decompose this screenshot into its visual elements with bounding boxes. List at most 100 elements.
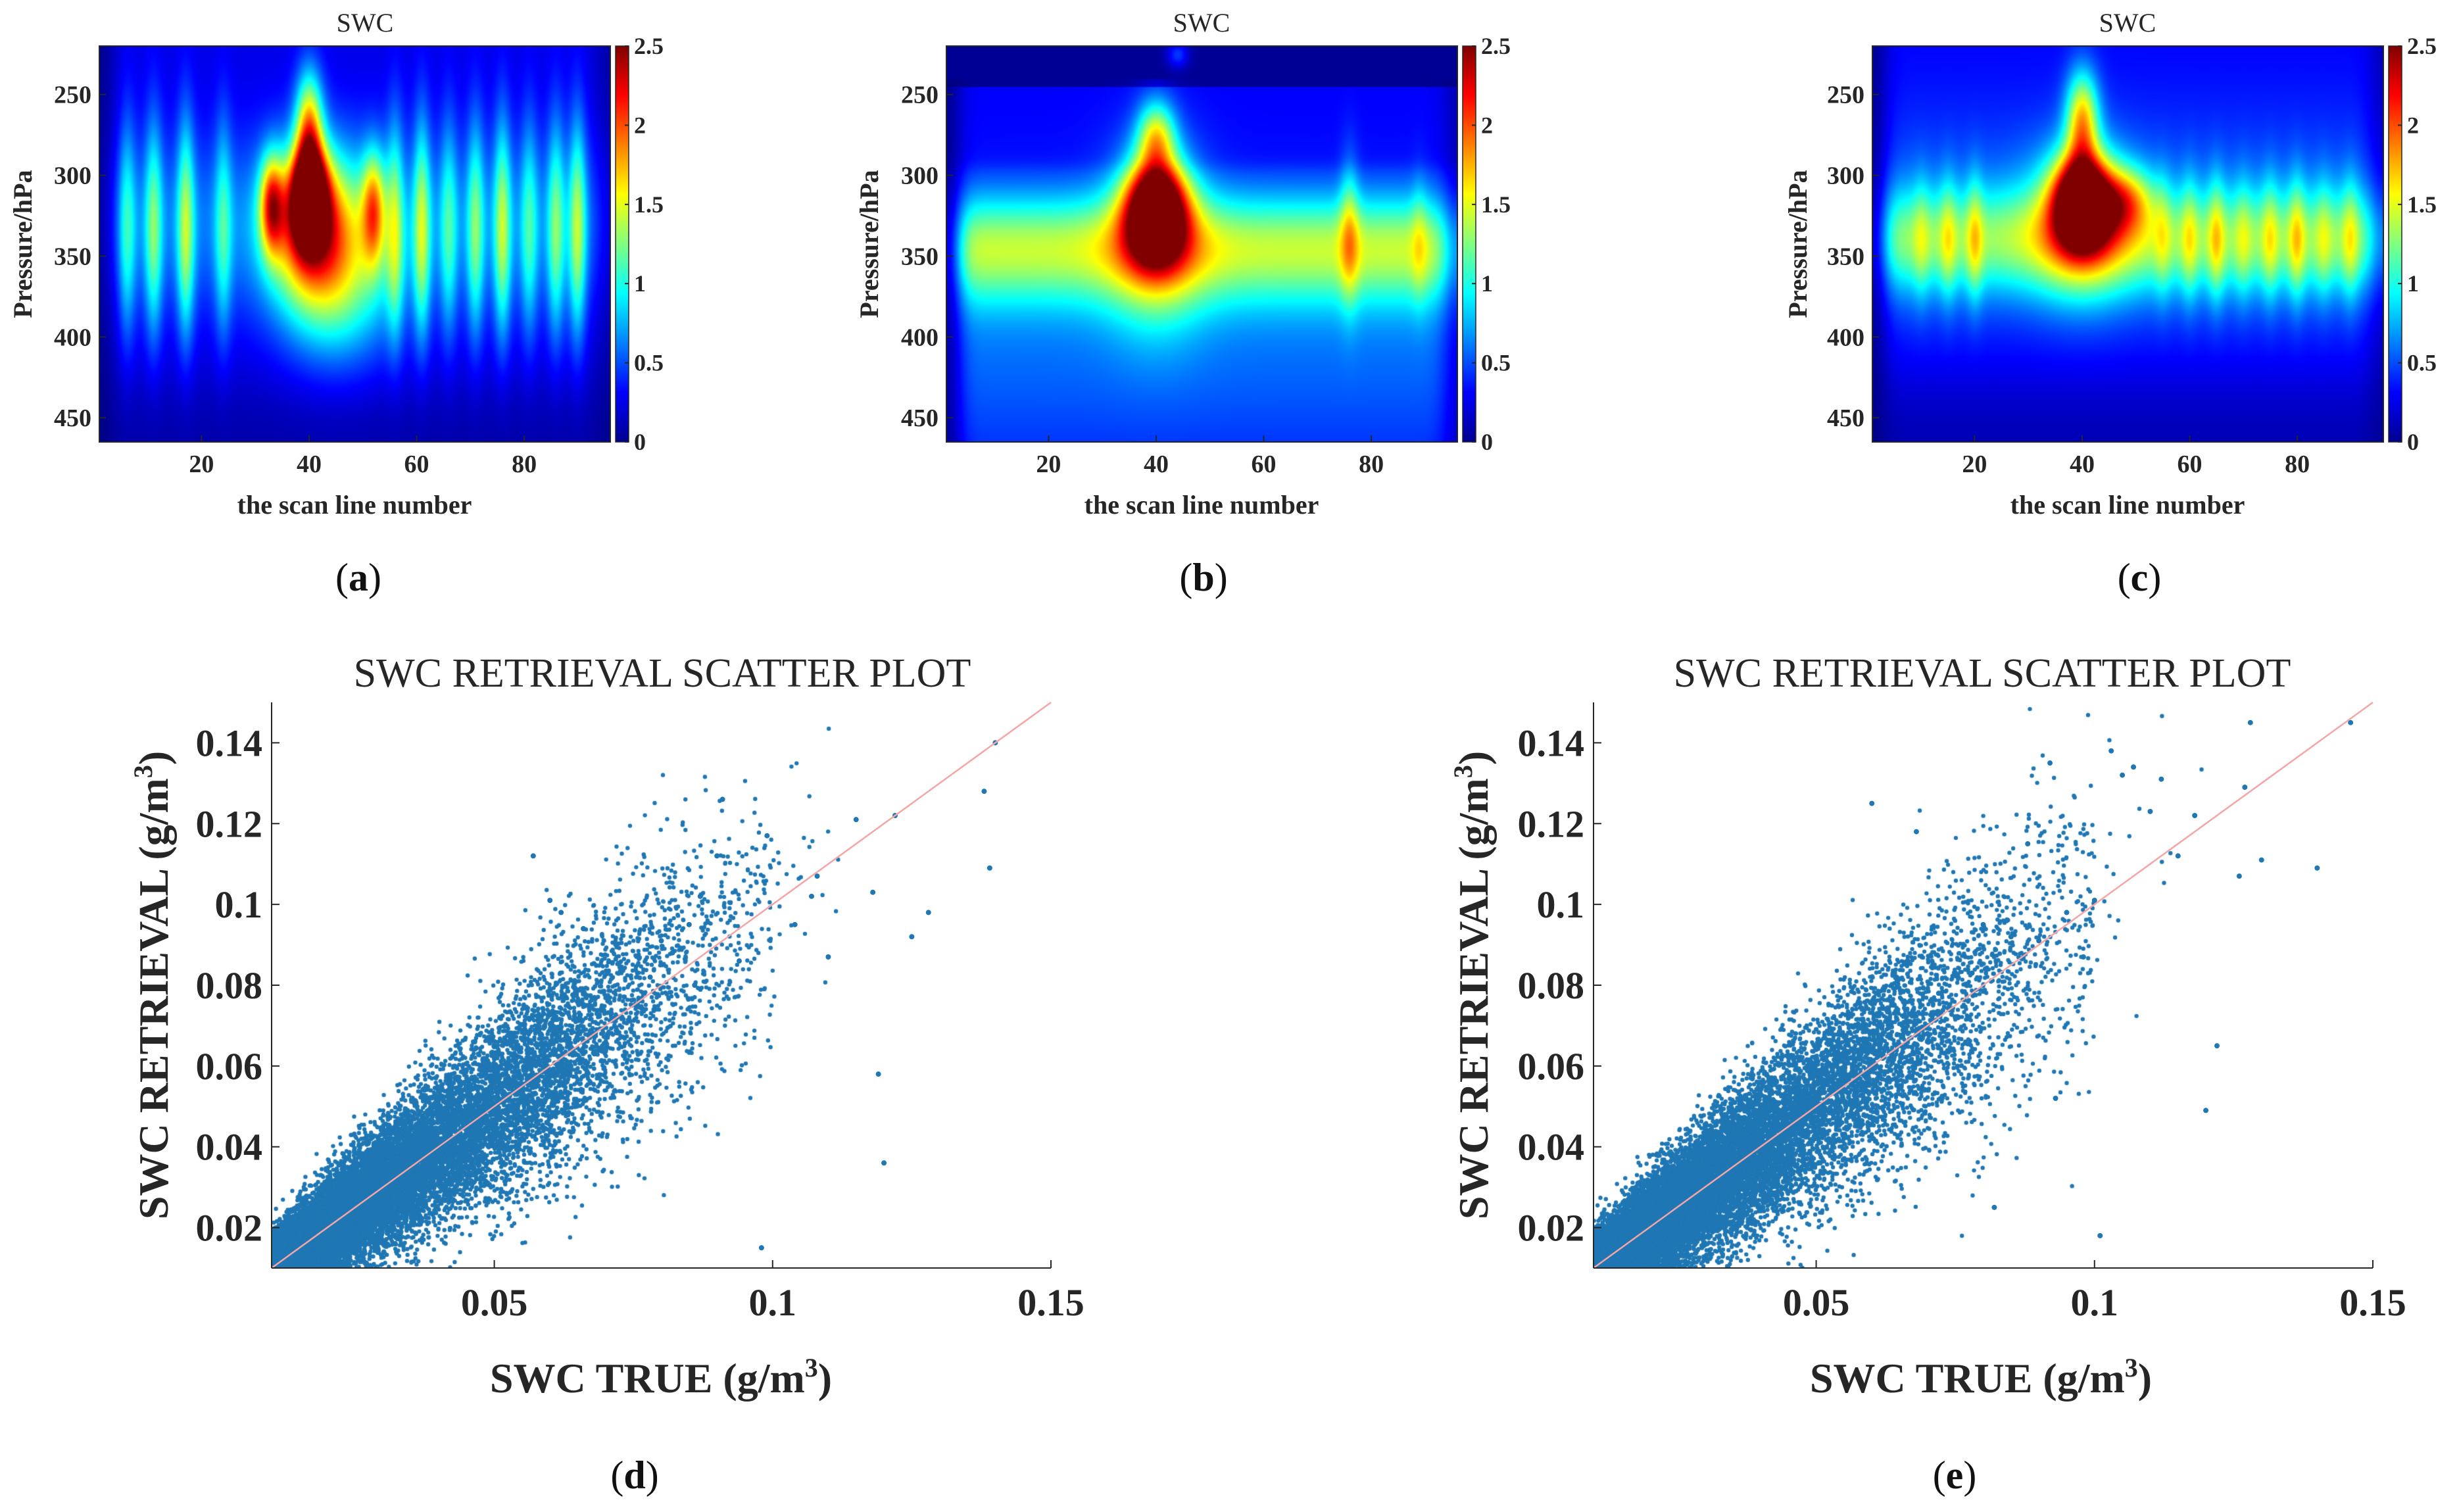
colorbar-tick-label: 2 [1481, 112, 1493, 138]
heatmap-image-b [946, 46, 1457, 442]
scatter-y-tick-label: 0.06 [196, 1045, 263, 1088]
colorbar-tick-label: 2.5 [1481, 33, 1511, 59]
heatmap-x-tick-label: 80 [1359, 451, 1384, 478]
colorbar-tick-label: 0.5 [1481, 350, 1511, 376]
panel-label-c: (c) [2118, 556, 2162, 599]
scatter-point [1713, 1192, 1719, 1198]
scatter-x-tick-label: 0.15 [1017, 1281, 1084, 1324]
heatmap-y-tick-label: 350 [1827, 243, 1864, 270]
scatter-point [1869, 800, 1875, 806]
scatter-point [1824, 1100, 1830, 1106]
scatter-x-tick-label: 0.1 [749, 1281, 797, 1324]
scatter-panel-e: SWC RETRIEVAL SCATTER PLOT 0.05 0.1 0.15 0… [1448, 651, 2406, 1497]
scatter-point [1953, 1015, 1959, 1021]
scatter-point [602, 1047, 608, 1053]
scatter-point [391, 1192, 397, 1198]
scatter-point [2158, 776, 2164, 782]
scatter-point [1674, 1209, 1680, 1214]
scatter-point [825, 954, 831, 960]
scatter-point [1619, 1237, 1624, 1242]
scatter-ylabel-e: SWC RETRIEVAL (g/m3) [1448, 751, 1497, 1219]
scatter-point [2108, 748, 2114, 754]
scatter-point [670, 950, 675, 956]
scatter-x-tick-label: 0.15 [2339, 1281, 2406, 1324]
colorbar-tick-label: 2.5 [634, 33, 664, 59]
scatter-point [297, 1232, 303, 1238]
colorbar-c [2388, 45, 2402, 443]
colorbar-tick-label: 1 [634, 270, 646, 297]
scatter-point [758, 1245, 764, 1251]
scatter-point [581, 926, 586, 931]
heatmap-y-tick-label: 400 [901, 324, 938, 351]
scatter-point [714, 853, 720, 859]
scatter-point [425, 1181, 430, 1186]
colorbar-tick-label: 0.5 [2407, 350, 2437, 376]
heatmap-x-tick-label: 20 [1962, 451, 1987, 478]
colorbar-tick-label: 2 [634, 112, 646, 138]
scatter-point [1980, 921, 1986, 927]
scatter-point [2091, 898, 2097, 903]
scatter-y-tick-label: 0.14 [1518, 721, 1585, 764]
heatmap-y-ticks-c: 250 300 350 400 450 [1827, 82, 1879, 432]
scatter-point [1897, 1059, 1903, 1065]
panel-label-d: (d) [610, 1453, 658, 1497]
scatter-y-tick-label: 0.12 [1518, 802, 1585, 845]
scatter-point [1991, 1204, 1997, 1210]
heatmap-x-tick-label: 40 [2070, 451, 2095, 478]
scatter-point [547, 898, 553, 903]
heatmap-xlabel-a: the scan line number [237, 490, 472, 520]
scatter-point [491, 1083, 497, 1089]
scatter-points-d [280, 740, 998, 1251]
heatmap-x-ticks-b: 20 40 60 80 [1036, 435, 1384, 478]
scatter-point [408, 1160, 414, 1166]
scatter-point [1813, 1115, 1819, 1121]
scatter-point [1786, 1136, 1791, 1142]
scatter-y-ticks-e: 0.02 0.04 0.06 0.08 0.1 0.12 0.14 [1518, 721, 1601, 1250]
scatter-point [464, 1140, 470, 1146]
scatter-point [853, 817, 859, 823]
heatmap-frame-c [1872, 45, 2384, 443]
identity-line-e [1593, 701, 2374, 1269]
scatter-point [2258, 857, 2264, 863]
heatmap-ylabel-a: Pressure/hPa [8, 170, 37, 318]
colorbar-tick-label: 1.5 [1481, 191, 1511, 218]
scatter-y-tick-label: 0.12 [196, 802, 263, 845]
heatmap-y-tick-label: 300 [901, 162, 938, 190]
colorbar-ticks-c: 0 0.5 1 1.5 2 2.5 [2398, 33, 2437, 455]
heatmap-ylabel-b: Pressure/hPa [854, 170, 884, 318]
scatter-point [502, 1108, 508, 1113]
heatmap-title-b: SWC [1173, 8, 1230, 37]
heatmap-y-tick-label: 300 [1827, 162, 1864, 190]
colorbar-tick-label: 1.5 [2407, 191, 2437, 218]
panel-label-a: (a) [335, 556, 381, 599]
scatter-point [2120, 772, 2126, 778]
scatter-point [591, 1051, 597, 1057]
heatmap-title-c: SWC [2099, 8, 2156, 37]
scatter-y-tick-label: 0.1 [1537, 883, 1585, 926]
scatter-panel-d: SWC RETRIEVAL SCATTER PLOT 0.05 0.1 0.15 0… [128, 651, 1084, 1497]
scatter-point [875, 1071, 881, 1077]
scatter-point [2247, 719, 2253, 725]
scatter-y-tick-label: 0.06 [1518, 1045, 1585, 1088]
scatter-point [986, 865, 992, 871]
colorbar-tick-label: 1 [1481, 270, 1493, 297]
heatmap-y-tick-label: 400 [1827, 324, 1864, 351]
scatter-y-tick-label: 0.08 [1518, 964, 1585, 1007]
scatter-point [558, 910, 564, 915]
heatmap-y-tick-label: 450 [1827, 404, 1864, 432]
identity-line-d [271, 701, 1052, 1269]
heatmap-y-ticks-b: 250 300 350 400 450 [901, 82, 953, 432]
heatmap-y-tick-label: 350 [901, 243, 938, 270]
heatmap-x-tick-label: 20 [189, 451, 214, 478]
scatter-x-tick-label: 0.05 [461, 1281, 528, 1324]
scatter-point [692, 983, 698, 988]
heatmap-x-tick-label: 80 [2285, 451, 2310, 478]
colorbar-tick-label: 2.5 [2407, 33, 2437, 59]
scatter-point [564, 1096, 570, 1101]
scatter-point [2236, 873, 2242, 879]
heatmap-x-tick-label: 80 [512, 451, 537, 478]
scatter-y-tick-label: 0.04 [1518, 1126, 1585, 1169]
